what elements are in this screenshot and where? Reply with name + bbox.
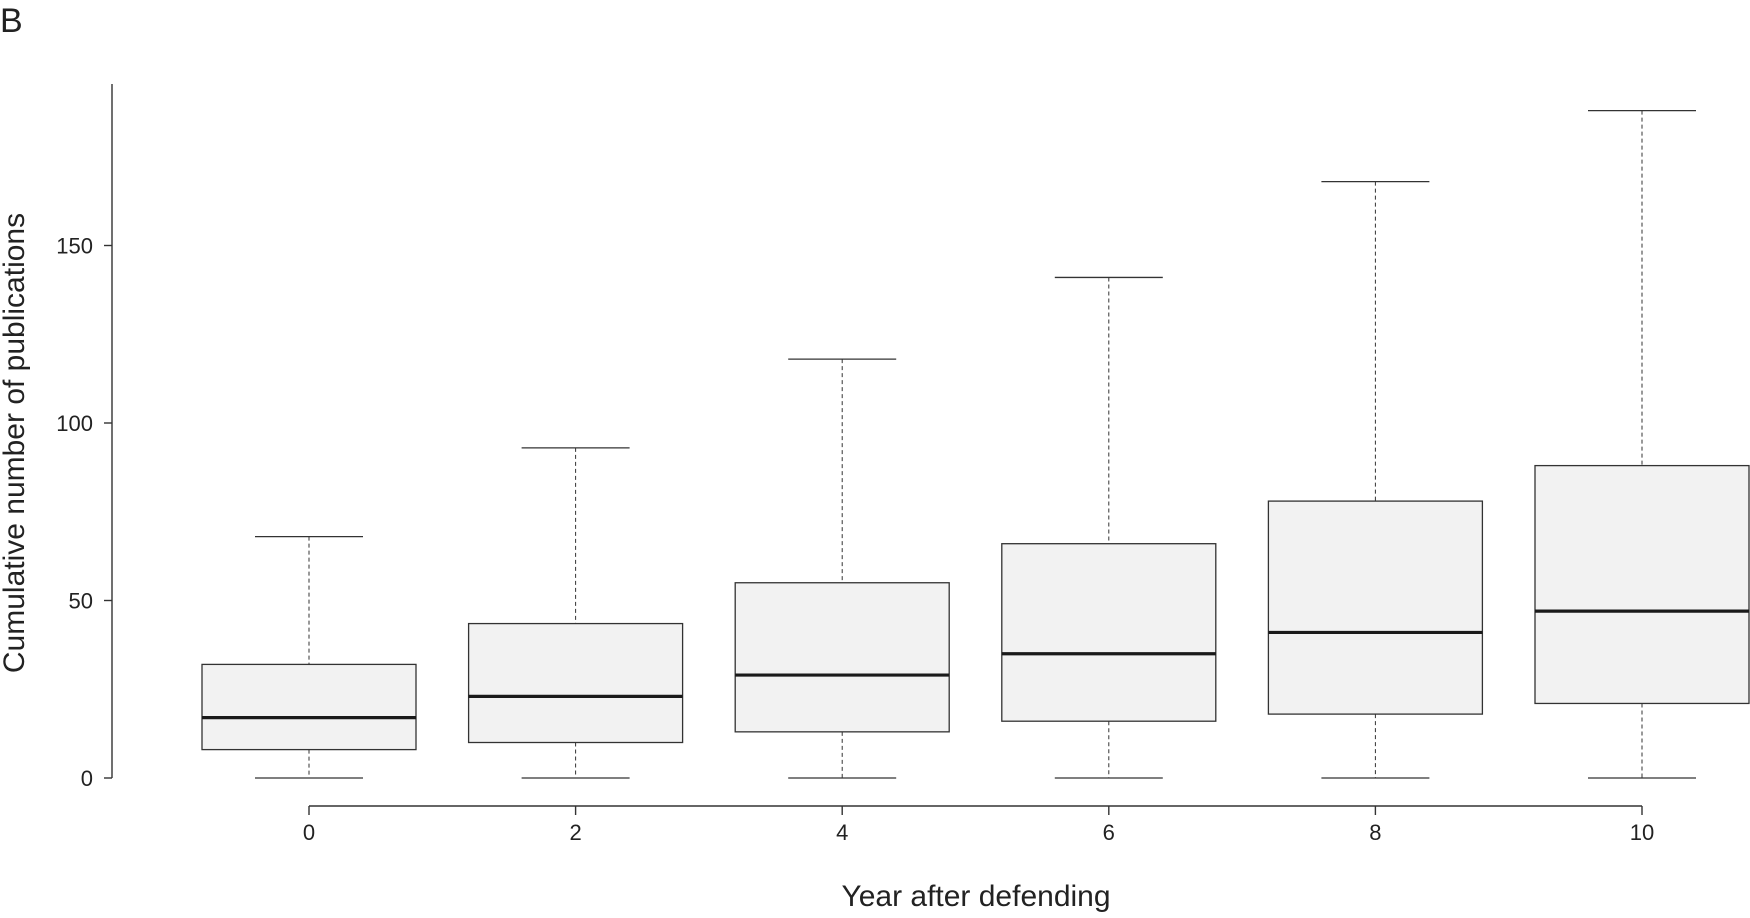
y-tick-label: 100 bbox=[56, 411, 93, 436]
iqr-box bbox=[1001, 543, 1217, 722]
box-group bbox=[1534, 109, 1750, 779]
y-tick-label: 150 bbox=[56, 234, 93, 259]
iqr-box bbox=[1534, 464, 1750, 705]
box-group bbox=[201, 535, 417, 779]
box-group bbox=[467, 447, 684, 779]
x-tick-label: 4 bbox=[836, 820, 848, 845]
y-tick-label: 50 bbox=[69, 589, 93, 614]
iqr-box bbox=[734, 582, 950, 733]
box-group bbox=[1001, 276, 1217, 779]
x-tick-label: 6 bbox=[1103, 820, 1115, 845]
y-axis-title: Cumulative number of publications bbox=[0, 213, 31, 673]
x-axis-title: Year after defending bbox=[841, 880, 1110, 913]
x-tick-label: 10 bbox=[1630, 820, 1654, 845]
x-axis: 0 2 4 6 8 10 bbox=[303, 805, 1654, 845]
boxes bbox=[201, 109, 1750, 779]
iqr-box bbox=[201, 663, 417, 751]
panel-label: B bbox=[0, 2, 23, 40]
x-tick-label: 8 bbox=[1369, 820, 1381, 845]
x-tick-label: 0 bbox=[303, 820, 315, 845]
x-tick-label: 2 bbox=[569, 820, 581, 845]
box-group bbox=[1267, 180, 1484, 779]
box-group bbox=[734, 358, 950, 779]
iqr-box bbox=[467, 622, 684, 744]
y-tick-label: 0 bbox=[81, 766, 93, 791]
iqr-box bbox=[1267, 500, 1484, 715]
y-axis: 0 50 100 150 bbox=[56, 84, 113, 791]
